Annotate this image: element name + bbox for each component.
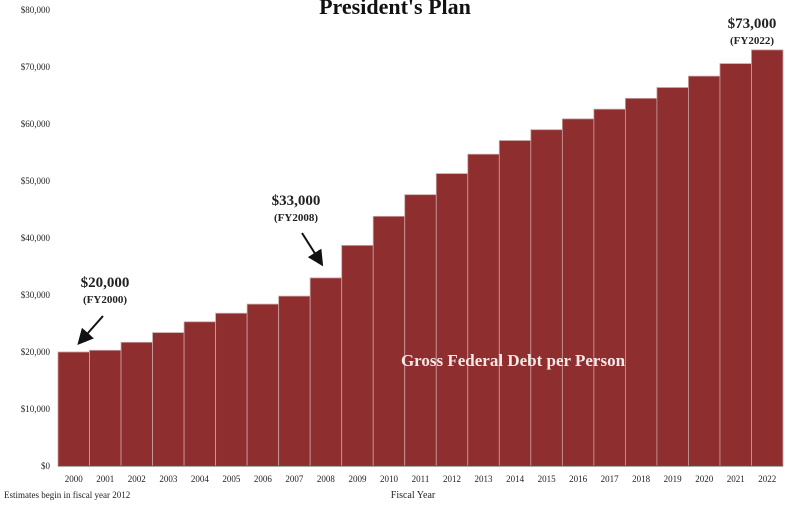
- x-tick-label: 2021: [727, 474, 745, 484]
- annotation-fy2008-arrow: [301, 232, 324, 267]
- bar-2001: [89, 349, 122, 467]
- x-tick-label: 2005: [222, 474, 241, 484]
- bar-2004: [183, 321, 217, 467]
- bar-2003: [152, 332, 185, 467]
- bar-2013: [467, 153, 500, 467]
- bar-2021: [719, 63, 752, 467]
- x-tick-label: 2001: [96, 474, 114, 484]
- x-axis-label: Fiscal Year: [391, 490, 436, 501]
- bar-2008: [309, 277, 343, 467]
- y-tick-label: $40,000: [21, 233, 51, 243]
- annotation-fy2008-label: (FY2008): [274, 212, 318, 224]
- x-tick-label: 2006: [254, 474, 273, 484]
- annotation-fy2000-label: (FY2000): [83, 294, 127, 306]
- annotation-fy2022-value: $73,000: [728, 16, 777, 32]
- x-tick-label: 2009: [348, 474, 367, 484]
- bar-2019: [656, 87, 689, 467]
- annotation-fy2022-label: (FY2022): [730, 35, 774, 47]
- y-tick-label: $60,000: [21, 119, 51, 129]
- y-axis: $0 $10,000 $20,000 $30,000 $40,000 $50,000 $60…: [21, 5, 51, 471]
- x-tick-label: 2004: [191, 474, 210, 484]
- bar-2000: [57, 351, 90, 467]
- bar-2020: [688, 75, 721, 467]
- x-tick-label: 2020: [695, 474, 714, 484]
- chart-title: President's Plan: [319, 0, 471, 19]
- x-axis: 2000 2001 2002 2003 2004 2005 2006 2007 2008 2009…: [58, 465, 783, 484]
- x-tick-label: 2003: [159, 474, 178, 484]
- x-tick-label: 2000: [65, 474, 84, 484]
- x-tick-label: 2008: [317, 474, 336, 484]
- bar-2014: [498, 140, 532, 467]
- annotation-fy2008: $33,000 (FY2008): [272, 193, 324, 267]
- series-inner-label: Gross Federal Debt per Person: [401, 351, 626, 370]
- x-tick-label: 2016: [569, 474, 588, 484]
- x-tick-label: 2007: [285, 474, 304, 484]
- bar-2016: [561, 118, 595, 467]
- x-tick-label: 2019: [664, 474, 683, 484]
- y-tick-label: $20,000: [21, 347, 51, 357]
- x-tick-label: 2022: [758, 474, 776, 484]
- bar-2017: [593, 108, 626, 467]
- y-tick-label: $70,000: [21, 62, 51, 72]
- annotation-fy2000-value: $20,000: [81, 275, 130, 291]
- x-tick-label: 2015: [538, 474, 557, 484]
- x-tick-label: 2012: [443, 474, 461, 484]
- y-tick-label: $50,000: [21, 176, 51, 186]
- y-tick-label: $30,000: [21, 290, 51, 300]
- bars: [57, 49, 784, 467]
- annotation-fy2000-arrow: [77, 315, 104, 345]
- bar-2018: [624, 97, 658, 467]
- bar-2012: [435, 173, 469, 467]
- bar-2009: [341, 245, 374, 467]
- x-tick-label: 2002: [128, 474, 146, 484]
- bar-2011: [404, 194, 437, 467]
- footnote-estimates: Estimates begin in fiscal year 2012: [4, 490, 130, 500]
- x-tick-label: 2010: [380, 474, 399, 484]
- x-tick-label: 2017: [601, 474, 620, 484]
- y-tick-label: $10,000: [21, 404, 51, 414]
- bar-2002: [120, 341, 153, 467]
- y-tick-label: $80,000: [21, 5, 51, 15]
- x-tick-label: 2014: [506, 474, 525, 484]
- annotation-fy2008-value: $33,000: [272, 193, 321, 209]
- annotation-fy2022: $73,000 (FY2022): [728, 16, 777, 47]
- bar-2015: [530, 129, 563, 467]
- bar-2022: [751, 49, 784, 467]
- bar-2010: [372, 215, 406, 467]
- x-tick-label: 2013: [475, 474, 494, 484]
- x-tick-label: 2018: [632, 474, 651, 484]
- bar-2007: [278, 295, 311, 467]
- bar-2005: [215, 312, 248, 467]
- x-tick-label: 2011: [412, 474, 430, 484]
- annotation-fy2000: $20,000 (FY2000): [77, 275, 130, 345]
- bar-2006: [246, 303, 280, 467]
- y-tick-label: $0: [41, 461, 51, 471]
